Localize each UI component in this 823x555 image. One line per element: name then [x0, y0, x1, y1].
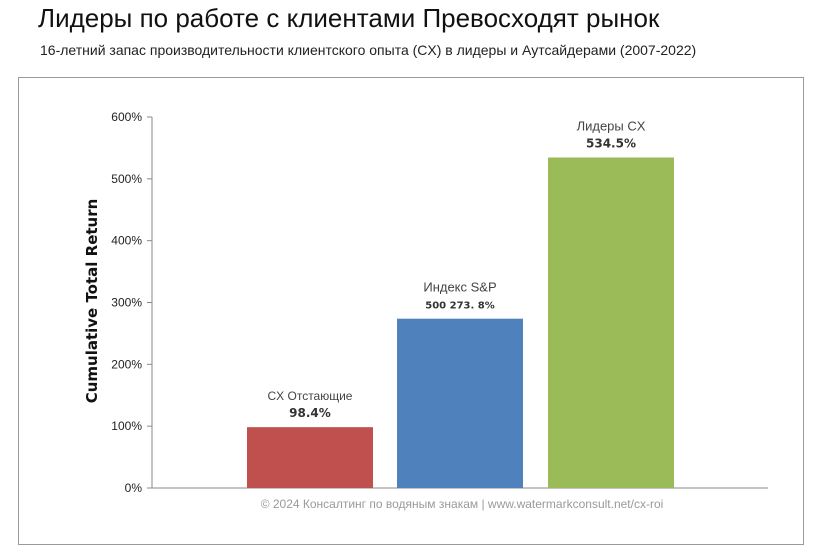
bar — [397, 318, 523, 488]
y-tick-label: 100% — [111, 419, 142, 433]
y-axis-ticks: 0% 100% 200% 300% 400% 500% 600% — [111, 110, 152, 495]
bar-category-label: CX Отстающие — [268, 389, 353, 403]
chart-bars — [247, 157, 674, 488]
y-tick-label: 0% — [125, 481, 143, 495]
y-tick-label: 200% — [111, 357, 142, 371]
bar — [548, 157, 674, 488]
y-tick-label: 600% — [111, 110, 142, 124]
page-subtitle: 16-летний запас производительности клиен… — [40, 42, 697, 58]
watermark: © 2024 Консалтинг по водяным знакам | ww… — [261, 497, 664, 511]
bar-category-label: Лидеры CX — [577, 119, 646, 134]
bar-labels: CX Отстающие 98.4% Индекс S&P 500 273. 8% Ли… — [268, 119, 646, 421]
bar-value-label: 534.5% — [586, 137, 636, 151]
y-tick-label: 500% — [111, 172, 142, 186]
y-axis-label: Cumulative Total Return — [83, 199, 101, 404]
page-title: Лидеры по работе с клиентами Превосходят… — [38, 3, 660, 33]
bar-value-label: 98.4% — [289, 406, 331, 420]
bar — [247, 427, 373, 488]
y-tick-label: 300% — [111, 296, 142, 310]
y-tick-label: 400% — [111, 234, 142, 248]
bar-category-label: Индекс S&P — [423, 280, 496, 295]
bar-value-label: 500 273. 8% — [425, 301, 495, 312]
